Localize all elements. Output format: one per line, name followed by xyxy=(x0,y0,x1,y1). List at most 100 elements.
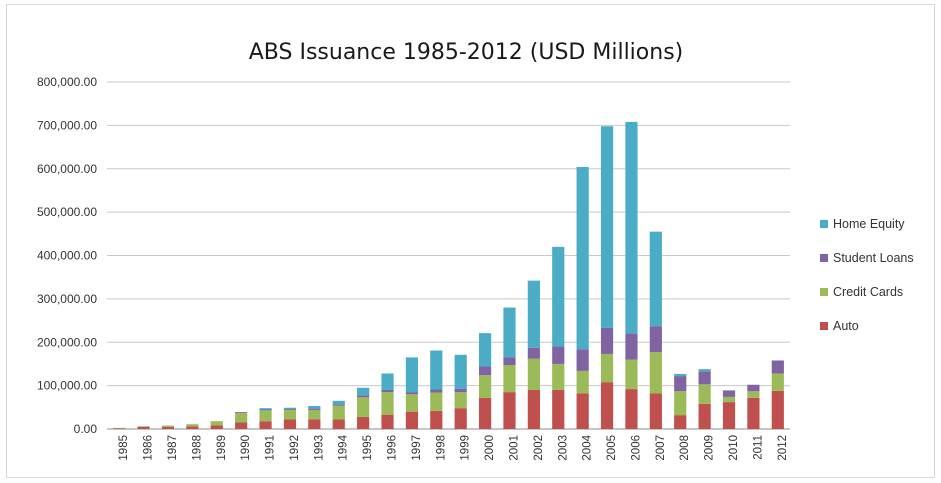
legend-swatch-home-equity xyxy=(820,220,828,228)
bar-credit-cards-1996 xyxy=(381,392,394,415)
y-tick-label: 700,000.00 xyxy=(37,118,97,132)
bar-student-loans-2002 xyxy=(527,347,540,359)
x-tick-label: 1992 xyxy=(289,435,301,461)
x-tick-label: 1988 xyxy=(191,435,203,461)
x-tick-label: 2010 xyxy=(728,435,740,461)
x-tick-label: 1989 xyxy=(216,435,228,461)
legend-swatch-student-loans xyxy=(820,254,828,262)
y-tick-label: 200,000.00 xyxy=(37,335,97,349)
bar-credit-cards-2007 xyxy=(649,352,662,394)
bar-student-loans-1995 xyxy=(357,395,370,398)
y-tick-label: 400,000.00 xyxy=(37,249,97,263)
bar-credit-cards-2002 xyxy=(527,358,540,390)
bar-credit-cards-2001 xyxy=(503,365,516,393)
bar-auto-1998 xyxy=(430,410,443,429)
bar-auto-1999 xyxy=(454,408,467,429)
bar-home-equity-2006 xyxy=(625,121,638,334)
bar-credit-cards-1987 xyxy=(161,425,175,427)
x-tick-label: 2008 xyxy=(679,435,691,461)
bar-home-equity-2002 xyxy=(527,280,540,348)
bar-student-loans-1992 xyxy=(283,409,297,410)
bar-credit-cards-1988 xyxy=(186,424,199,427)
bar-credit-cards-1994 xyxy=(332,405,345,420)
bar-credit-cards-2009 xyxy=(698,384,711,404)
bar-home-equity-1991 xyxy=(259,408,272,410)
y-tick-label: 0.00 xyxy=(74,422,98,436)
legend-label: Auto xyxy=(833,319,859,333)
bar-student-loans-2011 xyxy=(747,384,760,392)
bar-home-equity-1994 xyxy=(332,400,345,405)
bar-credit-cards-1986 xyxy=(137,426,150,427)
bar-auto-1988 xyxy=(186,426,199,429)
bar-auto-1990 xyxy=(235,422,248,429)
bar-student-loans-1991 xyxy=(259,409,272,411)
bar-credit-cards-2011 xyxy=(747,391,760,398)
bar-student-loans-2012 xyxy=(771,360,784,374)
stacked-bar-chart: ABS Issuance 1985-2012 (USD Millions) 0.… xyxy=(37,40,914,461)
bar-auto-1995 xyxy=(357,416,370,429)
bar-student-loans-1990 xyxy=(235,412,248,413)
bar-credit-cards-2008 xyxy=(674,391,687,416)
legend-label: Credit Cards xyxy=(833,285,903,299)
x-tick-label: 1998 xyxy=(435,435,447,461)
x-tick-label: 2000 xyxy=(484,435,496,461)
legend-label: Student Loans xyxy=(833,251,914,265)
x-tick-label: 1995 xyxy=(362,435,374,461)
chart-frame: ABS Issuance 1985-2012 (USD Millions) 0.… xyxy=(6,4,935,478)
bar-home-equity-2000 xyxy=(478,333,492,367)
x-tick-label: 2012 xyxy=(777,435,789,461)
bar-auto-1997 xyxy=(405,411,419,429)
bar-credit-cards-2003 xyxy=(552,363,565,390)
x-tick-label: 2001 xyxy=(509,435,521,461)
bar-home-equity-1992 xyxy=(283,407,297,410)
bar-student-loans-1999 xyxy=(454,388,467,393)
x-tick-label: 2003 xyxy=(557,435,569,461)
bar-credit-cards-1991 xyxy=(259,410,272,422)
bar-student-loans-2005 xyxy=(600,327,614,354)
chart-title: ABS Issuance 1985-2012 (USD Millions) xyxy=(249,40,684,65)
y-tick-label: 800,000.00 xyxy=(37,75,97,89)
y-tick-label: 500,000.00 xyxy=(37,205,97,219)
bar-auto-2005 xyxy=(600,382,614,429)
x-tick-label: 1987 xyxy=(167,435,179,461)
bar-auto-2008 xyxy=(674,415,687,429)
bar-auto-2012 xyxy=(771,390,784,429)
bar-credit-cards-2004 xyxy=(576,370,589,394)
x-tick-label: 2007 xyxy=(655,435,667,461)
bar-auto-1991 xyxy=(259,421,272,429)
bar-home-equity-1993 xyxy=(308,406,321,409)
bar-home-equity-1996 xyxy=(381,373,394,390)
legend-swatch-auto xyxy=(820,322,828,330)
bar-home-equity-1998 xyxy=(430,350,443,390)
bar-student-loans-1994 xyxy=(332,404,345,406)
bar-home-equity-1995 xyxy=(357,387,370,396)
bar-credit-cards-1989 xyxy=(210,421,223,426)
y-tick-label: 600,000.00 xyxy=(37,162,97,176)
x-tick-label: 2009 xyxy=(704,435,716,461)
bar-home-equity-1999 xyxy=(454,354,467,389)
bar-auto-2006 xyxy=(625,389,638,429)
bar-credit-cards-2010 xyxy=(722,396,736,403)
bar-credit-cards-2006 xyxy=(625,359,638,390)
gridlines xyxy=(107,81,790,430)
y-tick-label: 100,000.00 xyxy=(37,379,97,393)
bar-student-loans-2006 xyxy=(625,333,638,360)
x-tick-label: 2005 xyxy=(606,435,618,461)
bar-auto-1987 xyxy=(161,426,175,429)
bar-auto-1986 xyxy=(137,426,150,429)
bar-student-loans-2007 xyxy=(649,326,662,353)
bar-home-equity-2007 xyxy=(649,231,662,327)
bar-home-equity-1997 xyxy=(405,357,419,393)
x-axis: 1985 1986 1987 1988 1989 1990 1991 1992 1993 1994… xyxy=(118,434,789,460)
bar-home-equity-2009 xyxy=(698,369,711,372)
bar-auto-1992 xyxy=(283,419,297,429)
bar-auto-1996 xyxy=(381,414,394,429)
bar-credit-cards-1995 xyxy=(357,397,370,417)
bar-auto-1989 xyxy=(210,425,223,429)
bar-auto-2003 xyxy=(552,389,565,429)
bar-student-loans-1997 xyxy=(405,392,419,395)
bar-student-loans-2009 xyxy=(698,371,711,385)
legend-swatch-credit-cards xyxy=(820,288,828,296)
bar-home-equity-2001 xyxy=(503,307,516,358)
bar-auto-2004 xyxy=(576,393,589,429)
